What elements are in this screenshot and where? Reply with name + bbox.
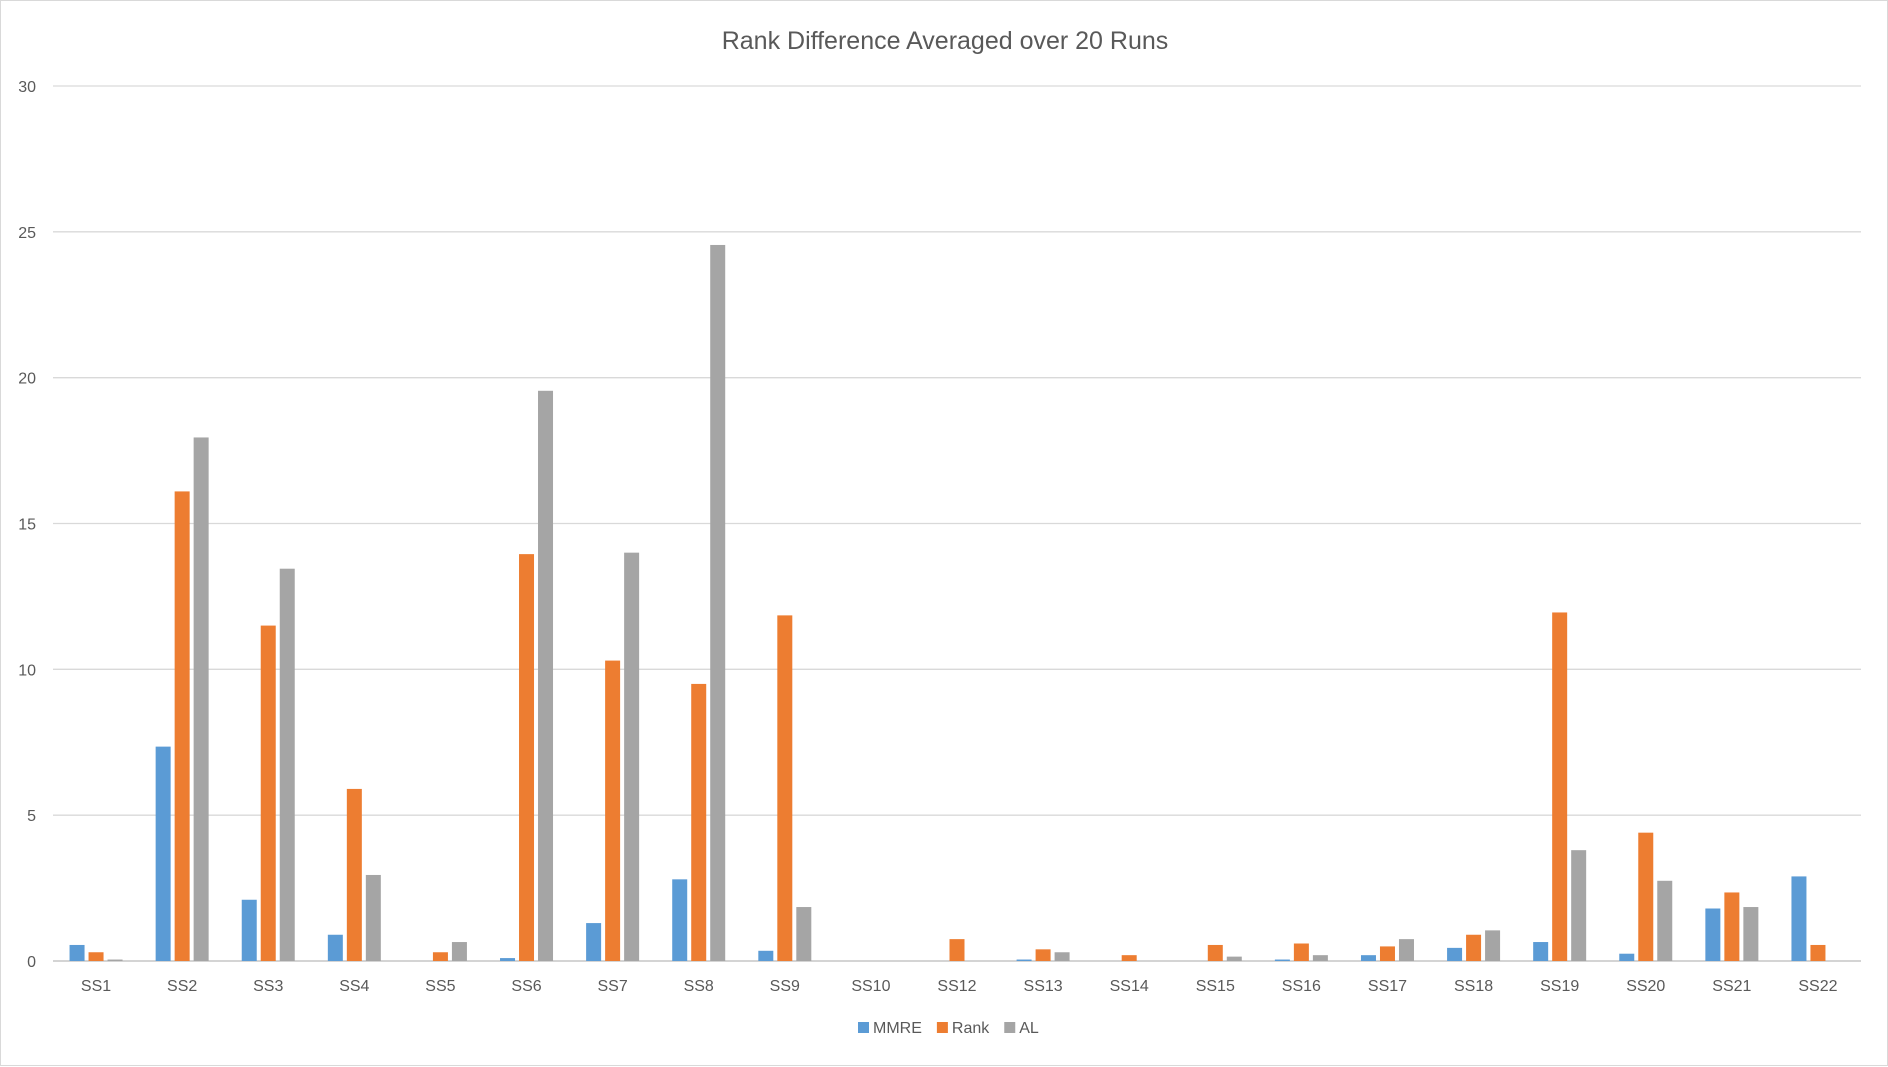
x-axis-ticks: SS1 SS2 SS3 SS4 SS5 SS6 SS7 SS8 SS9 SS10 SS12 SS13 S… <box>81 978 1838 995</box>
x-tick-label: SS3 <box>253 978 283 995</box>
bar-rank-ss5 <box>432 952 448 961</box>
bar-al-ss2 <box>193 437 209 961</box>
bar-rank-ss7 <box>605 660 621 961</box>
bar-al-ss19 <box>1571 850 1587 961</box>
bar-rank-ss12 <box>949 939 965 961</box>
bar-mmre-ss3 <box>241 899 257 961</box>
y-tick-label: 25 <box>18 225 36 242</box>
bar-al-ss1 <box>107 959 123 961</box>
bar-rank-ss3 <box>260 625 276 961</box>
bar-al-ss6 <box>538 390 554 962</box>
bar-al-ss4 <box>365 874 381 961</box>
x-tick-label: SS2 <box>167 978 197 995</box>
bar-rank-ss17 <box>1379 946 1395 961</box>
bar-rank-ss13 <box>1035 949 1051 961</box>
legend-label-al: AL <box>1019 1020 1039 1037</box>
bar-al-ss8 <box>710 244 726 962</box>
bar-mmre-ss6 <box>500 958 516 961</box>
bar-mmre-ss16 <box>1274 959 1290 961</box>
x-tick-label: SS15 <box>1196 978 1235 995</box>
y-tick-label: 20 <box>18 371 36 388</box>
bar-mmre-ss9 <box>758 950 774 961</box>
bar-al-ss3 <box>279 568 295 961</box>
bar-rank-ss8 <box>691 683 707 961</box>
bar-al-ss9 <box>796 907 812 961</box>
bar-rank-ss6 <box>519 554 535 961</box>
legend-swatch-rank <box>936 1022 948 1033</box>
y-tick-label: 5 <box>27 808 36 825</box>
x-tick-label: SS1 <box>81 978 111 995</box>
bar-al-ss5 <box>451 942 467 961</box>
legend-swatch-mmre <box>858 1022 869 1033</box>
bar-mmre-ss1 <box>69 944 85 961</box>
bar-rank-ss22 <box>1810 944 1826 961</box>
bar-mmre-ss18 <box>1447 947 1463 961</box>
bar-rank-ss19 <box>1552 612 1568 961</box>
x-tick-label: SS7 <box>597 978 627 995</box>
bar-rank-ss2 <box>174 491 190 961</box>
chart-title: Rank Difference Averaged over 20 Runs <box>722 27 1169 55</box>
bar-al-ss13 <box>1054 952 1070 961</box>
bar-mmre-ss4 <box>327 934 343 961</box>
bar-mmre-ss8 <box>672 879 688 961</box>
x-tick-label: SS13 <box>1024 978 1063 995</box>
bars <box>69 244 1826 962</box>
x-tick-label: SS22 <box>1798 978 1837 995</box>
bar-al-ss7 <box>624 552 640 961</box>
legend-swatch-al <box>1004 1022 1016 1033</box>
bar-mmre-ss20 <box>1619 953 1635 961</box>
bar-mmre-ss17 <box>1360 955 1376 961</box>
bar-mmre-ss7 <box>586 923 602 961</box>
x-tick-label: SS6 <box>511 978 541 995</box>
bar-al-ss21 <box>1743 907 1759 961</box>
bar-rank-ss4 <box>346 788 362 961</box>
bar-al-ss15 <box>1226 956 1242 961</box>
bar-al-ss16 <box>1312 955 1328 961</box>
bar-al-ss17 <box>1398 939 1414 961</box>
x-tick-label: SS8 <box>684 978 714 995</box>
bar-rank-ss16 <box>1293 943 1309 961</box>
x-tick-label: SS12 <box>937 978 976 995</box>
bar-al-ss20 <box>1657 880 1673 961</box>
y-tick-label: 10 <box>18 662 36 679</box>
gridlines <box>53 85 1861 962</box>
x-tick-label: SS9 <box>770 978 800 995</box>
bar-rank-ss14 <box>1121 955 1137 961</box>
bar-mmre-ss13 <box>1016 959 1032 961</box>
y-axis-ticks: 0 5 10 15 20 25 30 <box>18 79 36 971</box>
x-tick-label: SS14 <box>1110 978 1149 995</box>
x-tick-label: SS5 <box>425 978 455 995</box>
x-tick-label: SS4 <box>339 978 369 995</box>
y-tick-label: 30 <box>18 79 36 96</box>
x-tick-label: SS16 <box>1282 978 1321 995</box>
bar-rank-ss9 <box>777 615 793 961</box>
x-tick-label: SS21 <box>1712 978 1751 995</box>
bar-rank-ss1 <box>88 952 104 961</box>
x-tick-label: SS18 <box>1454 978 1493 995</box>
bar-mmre-ss19 <box>1533 942 1549 961</box>
bar-rank-ss18 <box>1466 934 1482 961</box>
bar-mmre-ss2 <box>155 746 171 961</box>
legend-label-mmre: MMRE <box>873 1020 922 1037</box>
x-tick-label: SS10 <box>851 978 890 995</box>
x-tick-label: SS17 <box>1368 978 1407 995</box>
bar-rank-ss20 <box>1638 832 1654 961</box>
legend: MMRE Rank AL <box>858 1020 1039 1037</box>
y-tick-label: 15 <box>18 517 36 534</box>
bar-mmre-ss22 <box>1791 876 1807 961</box>
bar-rank-ss21 <box>1724 892 1740 961</box>
legend-label-rank: Rank <box>952 1020 990 1037</box>
bar-al-ss18 <box>1485 930 1501 961</box>
bar-rank-ss15 <box>1207 944 1223 961</box>
x-tick-label: SS20 <box>1626 978 1665 995</box>
x-tick-label: SS19 <box>1540 978 1579 995</box>
y-tick-label: 0 <box>27 954 36 971</box>
bar-mmre-ss21 <box>1705 908 1721 961</box>
